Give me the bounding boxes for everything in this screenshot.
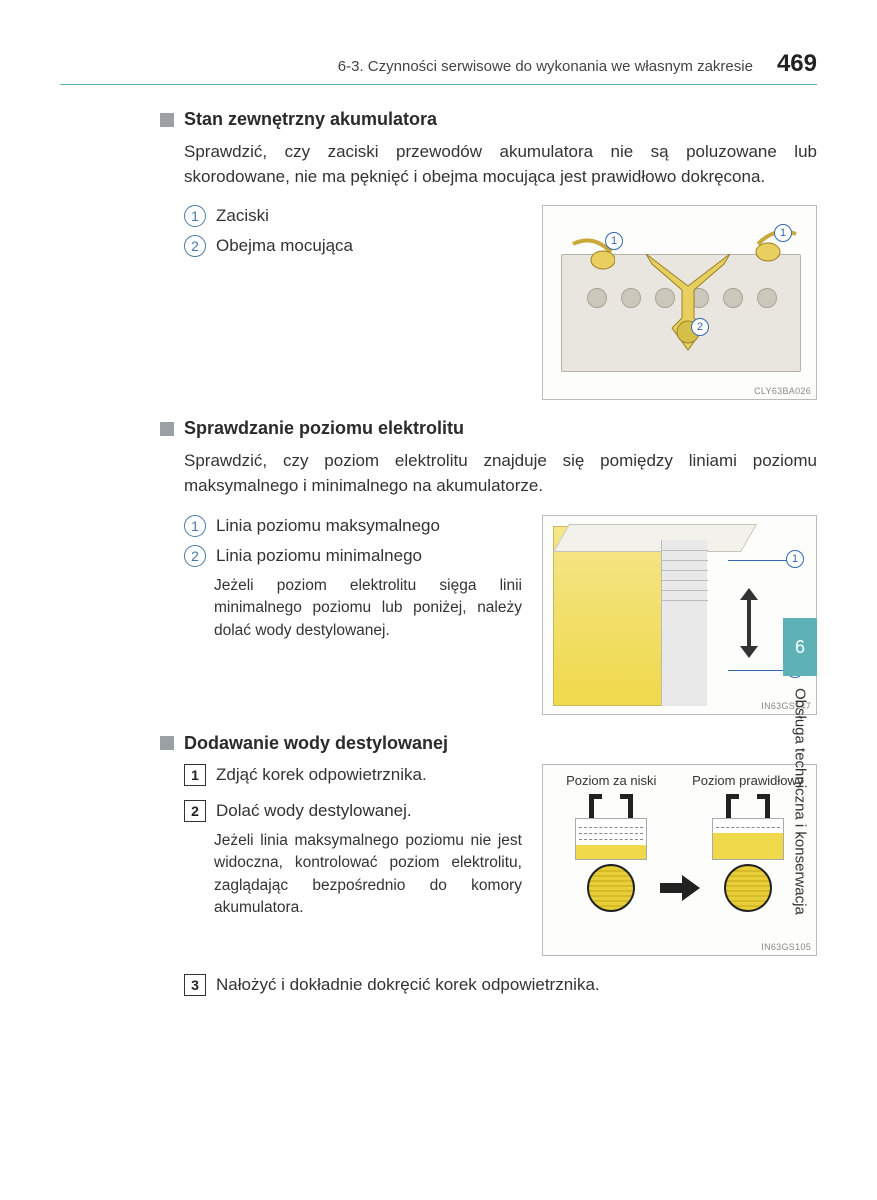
- callout-label: Obejma mocująca: [216, 236, 353, 256]
- section1-figure-wrap: 1 1 2 CLY63BA026: [542, 205, 817, 400]
- callout-label: Linia poziomu maksymalnego: [216, 516, 440, 536]
- square-bullet-icon: [160, 113, 174, 127]
- figure-electrolyte-level: 1 2 IN63GS147: [542, 515, 817, 715]
- section2-figure-wrap: 1 2 IN63GS147: [542, 515, 817, 715]
- step-text: Dolać wody destylowanej.: [216, 801, 412, 821]
- section2-callout-1: 1 Linia poziomu maksymalnego: [184, 515, 522, 537]
- header-section-text: 6-3. Czynności serwisowe do wykonania we…: [338, 58, 753, 75]
- section2-callout-2: 2 Linia poziomu minimalnego: [184, 545, 522, 567]
- circle-number-icon: 2: [184, 235, 206, 257]
- section2-heading-row: Sprawdzanie poziomu elektrolitu: [160, 418, 817, 439]
- section2-columns: 1 Linia poziomu maksymalnego 2 Linia poz…: [184, 515, 817, 715]
- chapter-tab: 6: [783, 618, 817, 676]
- section1-callout-1: 1 Zaciski: [184, 205, 522, 227]
- section2-body: Sprawdzić, czy poziom elektrolitu znajdu…: [184, 449, 817, 498]
- square-bullet-icon: [160, 422, 174, 436]
- square-number-icon: 3: [184, 974, 206, 996]
- arrow-right-icon: [660, 873, 700, 903]
- square-number-icon: 2: [184, 800, 206, 822]
- section1-left: 1 Zaciski 2 Obejma mocująca: [184, 205, 522, 265]
- callout-label: Zaciski: [216, 206, 269, 226]
- page: 6-3. Czynności serwisowe do wykonania we…: [0, 0, 877, 1054]
- circle-number-icon: 1: [184, 205, 206, 227]
- section3-step-1: 1 Zdjąć korek odpowietrznika.: [184, 764, 522, 786]
- circle-number-icon: 1: [184, 515, 206, 537]
- section3-step-3: 3 Nałożyć i dokładnie dokręcić korek odp…: [184, 974, 817, 996]
- page-header: 6-3. Czynności serwisowe do wykonania we…: [60, 50, 817, 85]
- content-column: Stan zewnętrzny akumulatora Sprawdzić, c…: [60, 109, 817, 996]
- circle-number-icon: 2: [184, 545, 206, 567]
- section2-left: 1 Linia poziomu maksymalnego 2 Linia poz…: [184, 515, 522, 642]
- section3-heading-row: Dodawanie wody destylowanej: [160, 733, 817, 754]
- section3-figure-wrap: Poziom za niski Poziom prawidłowy: [542, 764, 817, 956]
- fig3-label-low: Poziom za niski: [566, 773, 656, 788]
- step-text: Nałożyć i dokładnie dokręcić korek odpow…: [216, 975, 600, 995]
- figure-battery-top: 1 1 2 CLY63BA026: [542, 205, 817, 400]
- figure-code: CLY63BA026: [754, 386, 811, 396]
- section1-columns: 1 Zaciski 2 Obejma mocująca: [184, 205, 817, 400]
- section1-body: Sprawdzić, czy zaciski przewodów akumula…: [184, 140, 817, 189]
- section3-step-2: 2 Dolać wody destylowanej.: [184, 800, 522, 822]
- step-text: Zdjąć korek odpowietrznika.: [216, 765, 427, 785]
- square-number-icon: 1: [184, 764, 206, 786]
- figure-callout-1: 1: [605, 232, 623, 250]
- chapter-number: 6: [795, 637, 805, 658]
- section1-title: Stan zewnętrzny akumulatora: [184, 109, 437, 130]
- section3-columns: 1 Zdjąć korek odpowietrznika. 2 Dolać wo…: [184, 764, 817, 956]
- figure-level-diagram: Poziom za niski Poziom prawidłowy: [542, 764, 817, 956]
- figure-callout-1: 1: [786, 550, 804, 568]
- section3-title: Dodawanie wody destylowanej: [184, 733, 448, 754]
- page-number: 469: [777, 50, 817, 78]
- square-bullet-icon: [160, 736, 174, 750]
- callout-label: Linia poziomu minimalnego: [216, 546, 422, 566]
- section2-note: Jeżeli poziom elektrolitu sięga linii mi…: [214, 575, 522, 642]
- section3-left: 1 Zdjąć korek odpowietrznika. 2 Dolać wo…: [184, 764, 522, 920]
- section2-title: Sprawdzanie poziomu elektrolitu: [184, 418, 464, 439]
- section1-heading-row: Stan zewnętrzny akumulatora: [160, 109, 817, 130]
- section3-note: Jeżeli linia maksymalnego poziomu nie je…: [214, 830, 522, 920]
- section1-callout-2: 2 Obejma mocująca: [184, 235, 522, 257]
- chapter-side-label: Obsługa techniczna i konserwacja: [783, 688, 817, 968]
